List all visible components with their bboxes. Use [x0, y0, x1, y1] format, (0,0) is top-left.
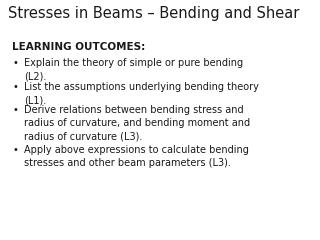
Text: Apply above expressions to calculate bending
stresses and other beam parameters : Apply above expressions to calculate ben…	[24, 145, 249, 168]
Text: Derive relations between bending stress and
radius of curvature, and bending mom: Derive relations between bending stress …	[24, 105, 250, 141]
Text: •: •	[12, 145, 18, 155]
Text: List the assumptions underlying bending theory
(L1).: List the assumptions underlying bending …	[24, 82, 259, 105]
Text: Stresses in Beams – Bending and Shear: Stresses in Beams – Bending and Shear	[8, 6, 300, 21]
Text: Explain the theory of simple or pure bending
(L2).: Explain the theory of simple or pure ben…	[24, 58, 243, 81]
Text: LEARNING OUTCOMES:: LEARNING OUTCOMES:	[12, 42, 145, 52]
Text: •: •	[12, 58, 18, 68]
Text: •: •	[12, 105, 18, 115]
Text: •: •	[12, 82, 18, 92]
